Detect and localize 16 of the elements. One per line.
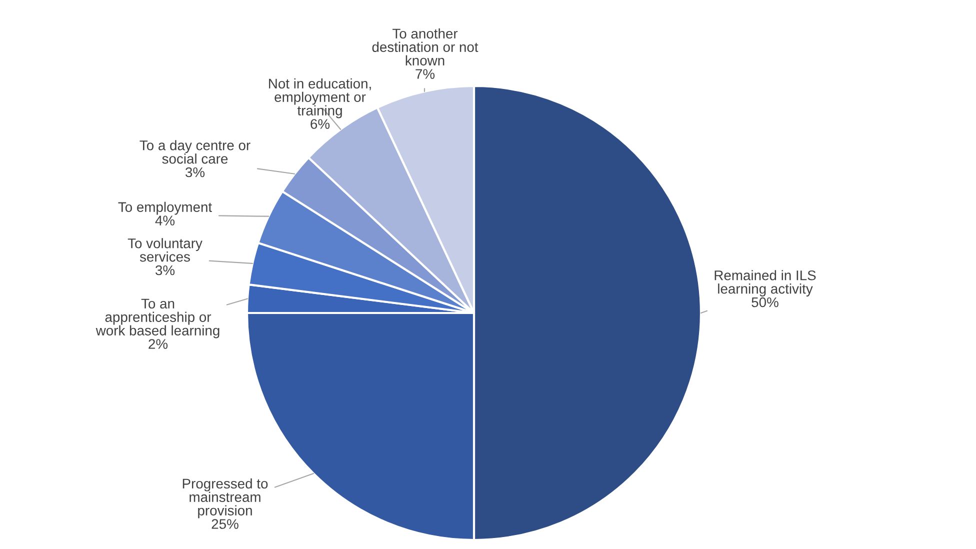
data-label: 25% [212,519,238,529]
slice-label: To another destination or not known [372,28,478,66]
slice-label: To voluntary services [128,238,202,262]
slice-label: Remained in ILS learning activity [714,270,816,296]
data-label: 50% [752,297,778,308]
slice-label: Not in education, employment or training [269,78,371,118]
data-label: 3% [155,265,175,276]
data-label: 6% [310,119,330,129]
data-label: 2% [148,339,168,349]
slice-label: To employment [118,202,212,215]
data-label: 4% [155,216,175,226]
slice-label: To a day centre or social care [140,140,250,164]
slice-label: To an apprenticeship or work based learning [96,298,220,338]
slice-label: Progressed to mainstream provision [182,478,268,518]
data-label: 3% [185,167,205,178]
data-label: 7% [416,69,435,79]
